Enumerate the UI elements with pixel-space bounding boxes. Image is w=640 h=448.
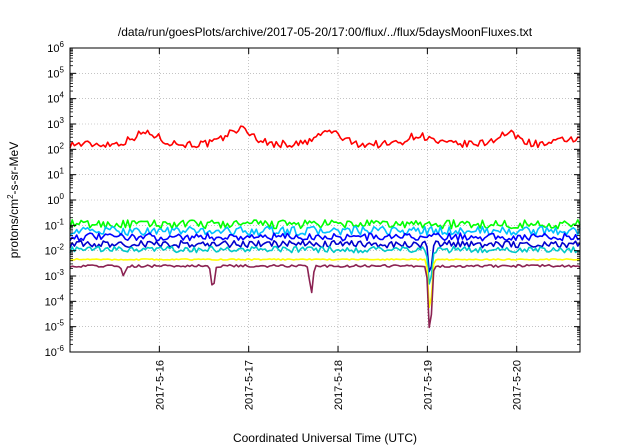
series-line: [69, 245, 581, 285]
series-line: [69, 219, 581, 230]
series-line: [69, 232, 581, 242]
x-tick-label: 2017-5-18: [333, 360, 345, 410]
x-tick-label: 2017-5-19: [422, 360, 434, 410]
y-tick-label: 102: [47, 141, 64, 156]
y-tick-label: 100: [47, 192, 64, 207]
x-tick-label: 2017-5-20: [512, 360, 524, 410]
series-layer: [69, 125, 581, 329]
grid: [70, 48, 580, 352]
series-line: [69, 257, 581, 309]
y-axis-ticks: 10-6 10-5 10-4 10-3 10-2 10-1 100 101 102 103 104 1…: [45, 40, 580, 359]
series-line: [69, 125, 581, 149]
x-tick-label: 2017-5-17: [244, 360, 256, 410]
y-tick-label: 104: [47, 91, 64, 106]
x-axis-label: Coordinated Universal Time (UTC): [233, 431, 417, 445]
y-tick-label: 10-3: [45, 268, 65, 283]
y-tick-label: 10-1: [45, 217, 65, 232]
y-tick-label: 105: [47, 65, 64, 80]
y-tick-label: 10-2: [45, 243, 65, 258]
x-axis-ticks: 2017-5-16 2017-5-17 2017-5-18 2017-5-19 2017…: [154, 48, 524, 410]
series-line: [69, 263, 581, 329]
y-tick-label: 10-4: [45, 293, 65, 308]
y-axis-label-main: protons/cm: [7, 199, 21, 258]
x-tick-label: 2017-5-16: [154, 360, 166, 410]
y-axis-label-rest: -s-sr-MeV: [7, 142, 21, 195]
y-axis-label-sup: 2: [6, 194, 15, 199]
y-tick-label: 103: [47, 116, 64, 131]
series-line: [69, 239, 581, 273]
y-tick-label: 10-6: [45, 344, 65, 359]
y-axis-label: protons/cm2-s-sr-MeV: [6, 142, 21, 258]
y-tick-label: 106: [47, 40, 64, 55]
series-line: [69, 225, 581, 237]
y-tick-label: 10-5: [45, 319, 65, 334]
chart-title: /data/run/goesPlots/archive/2017-05-20/1…: [118, 25, 533, 39]
y-tick-label: 101: [47, 167, 64, 182]
